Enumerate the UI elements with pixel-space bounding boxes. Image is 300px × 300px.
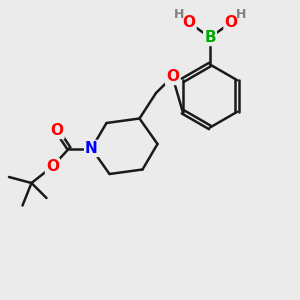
Text: O: O: [50, 123, 64, 138]
Text: H: H: [174, 8, 184, 21]
Text: O: O: [46, 159, 59, 174]
Text: O: O: [224, 15, 238, 30]
Text: O: O: [182, 15, 196, 30]
Text: H: H: [236, 8, 246, 21]
Text: B: B: [204, 30, 216, 45]
Text: O: O: [166, 69, 179, 84]
Text: N: N: [85, 141, 98, 156]
